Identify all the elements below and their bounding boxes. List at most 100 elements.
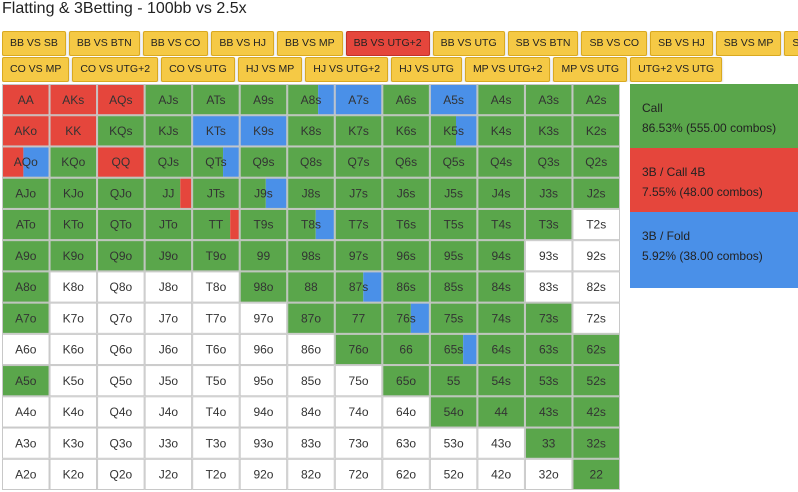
cell-label[interactable]: 97o (253, 311, 273, 325)
cell-label[interactable]: K2o (63, 468, 85, 482)
cell-label[interactable]: K8o (63, 280, 85, 294)
cell-label[interactable]: JTs (207, 186, 225, 200)
cell-label[interactable]: T9o (206, 249, 227, 263)
cell-label[interactable]: K9s (253, 124, 274, 138)
cell-label[interactable]: Q9s (252, 155, 274, 169)
cell-label[interactable]: 95o (253, 374, 273, 388)
cell-label[interactable]: KJo (63, 186, 84, 200)
cell-label[interactable]: J9s (254, 186, 273, 200)
tab[interactable]: SB VS CO (581, 31, 648, 56)
cell-label[interactable]: K7s (348, 124, 369, 138)
cell-label[interactable]: J5o (159, 374, 179, 388)
cell-label[interactable]: 82s (587, 280, 606, 294)
cell-label[interactable]: J2s (587, 186, 606, 200)
cell-label[interactable]: K8s (301, 124, 322, 138)
cell-label[interactable]: J9o (159, 249, 179, 263)
tab[interactable]: BB VS MP (277, 31, 343, 56)
cell-label[interactable]: 87s (349, 280, 368, 294)
cell-label[interactable]: KQo (61, 155, 85, 169)
cell-label[interactable]: Q4o (110, 405, 133, 419)
cell-label[interactable]: 82o (301, 468, 321, 482)
cell-label[interactable]: 75s (444, 311, 463, 325)
cell-label[interactable]: 86s (396, 280, 415, 294)
cell-label[interactable]: 86o (301, 343, 321, 357)
cell-label[interactable]: QQ (112, 155, 131, 169)
cell-label[interactable]: T6s (396, 218, 416, 232)
cell-label[interactable]: K5s (443, 124, 464, 138)
cell-label[interactable]: KQs (109, 124, 132, 138)
cell-label[interactable]: Q8s (300, 155, 322, 169)
cell-label[interactable]: AJs (158, 93, 178, 107)
cell-label[interactable]: A5o (15, 374, 37, 388)
cell-label[interactable]: 93o (253, 436, 273, 450)
cell-label[interactable]: T6o (206, 343, 227, 357)
tab[interactable]: HJ VS UTG (391, 57, 462, 82)
cell-label[interactable]: 98o (253, 280, 273, 294)
cell-label[interactable]: Q6o (110, 343, 133, 357)
cell-label[interactable]: A6s (396, 93, 417, 107)
tab[interactable]: BB VS BTN (68, 31, 140, 56)
cell-label[interactable]: T9s (253, 218, 273, 232)
cell-label[interactable]: Q6s (395, 155, 417, 169)
tab[interactable]: SB VS UTG+2 (784, 31, 798, 56)
cell-label[interactable]: 74s (491, 311, 510, 325)
cell-label[interactable]: JTo (159, 218, 178, 232)
cell-label[interactable]: A8o (15, 280, 37, 294)
cell-label[interactable]: A9o (15, 249, 37, 263)
cell-label[interactable]: 87o (301, 311, 321, 325)
cell-label[interactable]: 43o (491, 436, 511, 450)
cell-label[interactable]: A5s (443, 93, 464, 107)
cell-label[interactable]: J8o (159, 280, 179, 294)
cell-label[interactable]: J3o (159, 436, 179, 450)
cell-label[interactable]: Q5o (110, 374, 133, 388)
cell-label[interactable]: JJ (162, 186, 174, 200)
cell-label[interactable]: A8s (301, 93, 322, 107)
cell-label[interactable]: 85o (301, 374, 321, 388)
tab[interactable]: HJ VS UTG+2 (305, 57, 389, 82)
tab[interactable]: BB VS CO (142, 31, 209, 56)
cell-label[interactable]: 96s (396, 249, 415, 263)
cell-label[interactable]: 42s (587, 405, 606, 419)
cell-label[interactable]: Q2s (585, 155, 607, 169)
cell-label[interactable]: 52s (587, 374, 606, 388)
cell-label[interactable]: K9o (63, 249, 85, 263)
cell-label[interactable]: T3o (206, 436, 227, 450)
cell-label[interactable]: AA (18, 93, 34, 107)
cell-label[interactable]: KJs (158, 124, 178, 138)
tab[interactable]: SB VS HJ (650, 31, 713, 56)
cell-label[interactable]: 22 (590, 468, 604, 482)
cell-label[interactable]: 83s (539, 280, 558, 294)
cell-label[interactable]: 63s (539, 343, 558, 357)
cell-label[interactable]: 96o (253, 343, 273, 357)
tab[interactable]: MP VS UTG (553, 57, 628, 82)
cell-label[interactable]: ATo (16, 218, 36, 232)
cell-label[interactable]: QTs (205, 155, 226, 169)
cell-label[interactable]: 66 (399, 343, 413, 357)
cell-label[interactable]: J7s (349, 186, 368, 200)
cell-label[interactable]: Q2o (110, 468, 133, 482)
cell-label[interactable]: AJo (15, 186, 36, 200)
cell-label[interactable]: 84s (491, 280, 510, 294)
cell-label[interactable]: 63o (396, 436, 416, 450)
cell-label[interactable]: KK (65, 124, 81, 138)
cell-label[interactable]: K3s (538, 124, 559, 138)
cell-label[interactable]: 64o (396, 405, 416, 419)
cell-label[interactable]: T8o (206, 280, 227, 294)
cell-label[interactable]: 88 (304, 280, 318, 294)
tab[interactable]: CO VS MP (2, 57, 70, 82)
cell-label[interactable]: AKo (14, 124, 37, 138)
cell-label[interactable]: 75o (349, 374, 369, 388)
cell-label[interactable]: 62o (396, 468, 416, 482)
cell-label[interactable]: 76o (349, 343, 369, 357)
cell-label[interactable]: Q4s (490, 155, 512, 169)
cell-label[interactable]: A4s (491, 93, 512, 107)
cell-label[interactable]: 92s (587, 249, 606, 263)
cell-label[interactable]: Q3s (538, 155, 560, 169)
cell-label[interactable]: T5s (444, 218, 464, 232)
cell-label[interactable]: K4s (491, 124, 512, 138)
cell-label[interactable]: 84o (301, 405, 321, 419)
tab[interactable]: UTG+2 VS UTG (630, 57, 723, 82)
cell-label[interactable]: 73s (539, 311, 558, 325)
tab[interactable]: SB VS BTN (507, 31, 579, 56)
cell-label[interactable]: K6o (63, 343, 85, 357)
